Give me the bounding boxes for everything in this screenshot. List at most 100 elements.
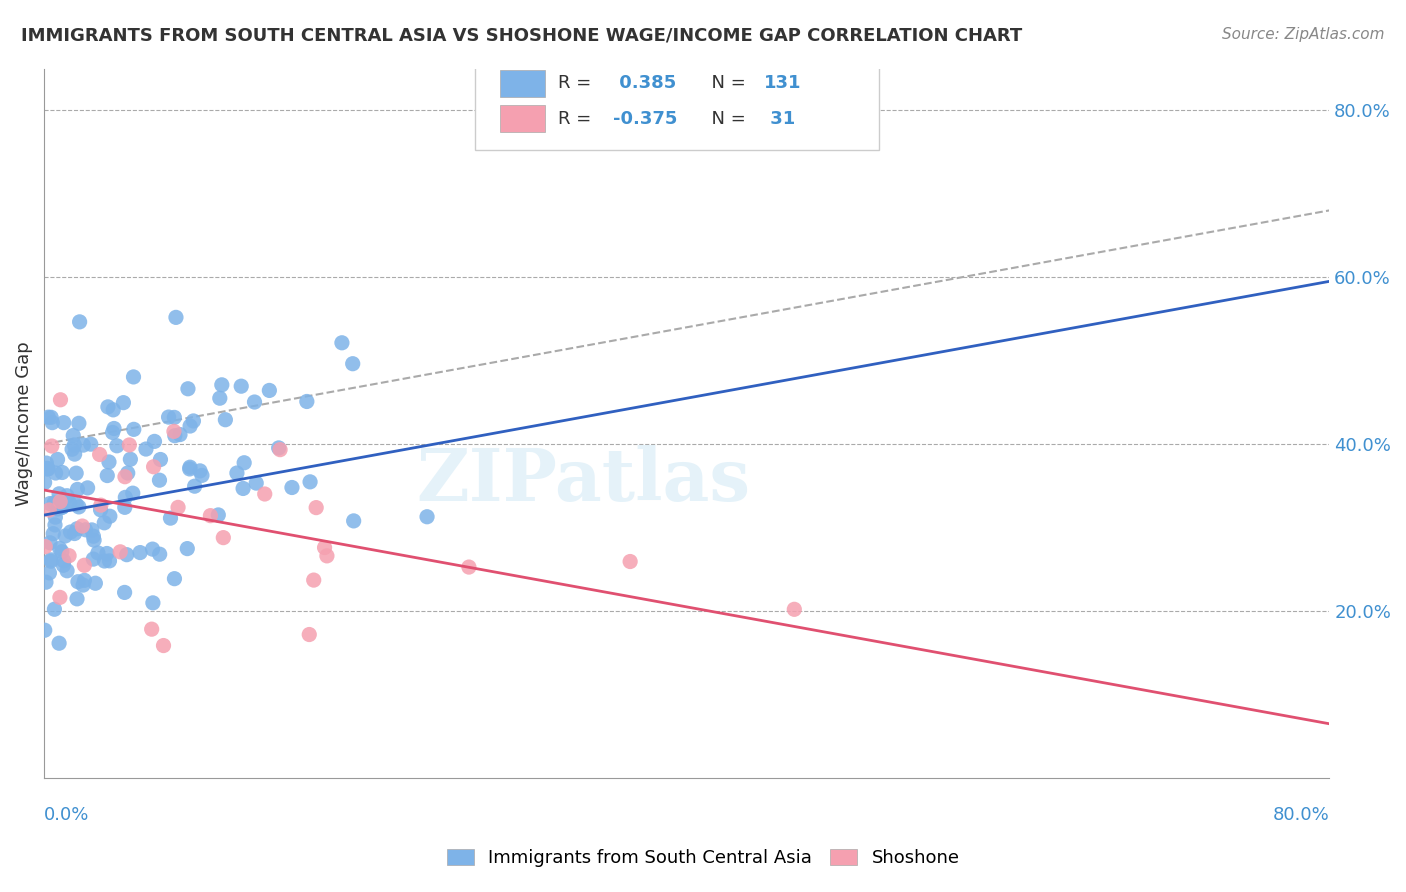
Text: 131: 131	[763, 74, 801, 93]
Point	[343, 514, 366, 528]
Point	[59, 524, 82, 539]
Point	[63, 447, 86, 461]
Point	[163, 425, 186, 439]
Text: IMMIGRANTS FROM SOUTH CENTRAL ASIA VS SHOSHONE WAGE/INCOME GAP CORRELATION CHART: IMMIGRANTS FROM SOUTH CENTRAL ASIA VS SH…	[21, 27, 1022, 45]
Point	[56, 489, 79, 503]
Point	[183, 414, 205, 428]
Point	[52, 554, 75, 568]
Point	[72, 438, 94, 452]
Text: -0.375: -0.375	[613, 110, 678, 128]
Point	[38, 503, 60, 517]
Point	[295, 394, 318, 409]
Point	[191, 468, 214, 483]
Point	[65, 466, 87, 480]
Point	[37, 462, 59, 476]
Point	[305, 500, 328, 515]
Point	[115, 548, 138, 562]
Text: ZIPatlas: ZIPatlas	[416, 444, 751, 516]
Point	[39, 554, 62, 568]
Point	[103, 402, 125, 417]
Point	[143, 434, 166, 449]
Point	[49, 392, 72, 407]
Point	[179, 460, 201, 475]
Legend: Immigrants from South Central Asia, Shoshone: Immigrants from South Central Asia, Shos…	[439, 841, 967, 874]
Point	[245, 476, 267, 491]
Point	[226, 466, 249, 480]
Point	[96, 547, 118, 561]
Point	[183, 479, 205, 493]
Point	[73, 574, 96, 588]
Point	[179, 462, 201, 476]
Point	[207, 508, 229, 522]
Point	[46, 502, 69, 516]
Text: 31: 31	[763, 110, 794, 128]
Point	[148, 473, 170, 487]
Point	[37, 462, 59, 476]
Point	[330, 335, 353, 350]
Point	[267, 441, 290, 455]
Point	[110, 545, 132, 559]
Point	[37, 410, 59, 425]
Point	[49, 496, 72, 510]
Point	[619, 555, 641, 569]
Point	[188, 464, 211, 478]
Point	[118, 438, 141, 452]
Point	[342, 357, 364, 371]
Point	[90, 498, 112, 512]
Point	[167, 500, 190, 515]
Point	[97, 400, 120, 414]
Point	[101, 425, 124, 440]
Point	[72, 519, 94, 533]
Point	[52, 416, 75, 430]
Point	[141, 622, 163, 636]
Point	[52, 558, 75, 573]
Point	[96, 468, 118, 483]
Point	[44, 510, 66, 524]
Point	[103, 421, 125, 435]
Point	[35, 575, 58, 590]
Point	[73, 558, 96, 573]
FancyBboxPatch shape	[501, 105, 546, 132]
Point	[51, 544, 73, 558]
Y-axis label: Wage/Income Gap: Wage/Income Gap	[15, 341, 32, 506]
Point	[39, 410, 62, 425]
Point	[163, 572, 186, 586]
Point	[243, 395, 266, 409]
Point	[51, 466, 73, 480]
Point	[159, 511, 181, 525]
Point	[66, 483, 89, 497]
Point	[416, 509, 439, 524]
Point	[149, 452, 172, 467]
Point	[56, 564, 79, 578]
Point	[259, 384, 281, 398]
Point	[39, 535, 62, 549]
Point	[121, 486, 143, 500]
Point	[75, 523, 97, 537]
Point	[49, 494, 72, 508]
Point	[34, 624, 56, 638]
Point	[176, 541, 198, 556]
Point	[84, 576, 107, 591]
Point	[62, 428, 84, 442]
Point	[89, 448, 111, 462]
Point	[163, 410, 186, 425]
Point	[302, 573, 325, 587]
Point	[200, 508, 222, 523]
Text: R =: R =	[558, 110, 598, 128]
Point	[60, 442, 83, 457]
Point	[114, 500, 136, 515]
Point	[98, 455, 121, 469]
Point	[48, 541, 70, 556]
Point	[46, 452, 69, 467]
Point	[72, 578, 94, 592]
Point	[44, 496, 66, 510]
Point	[142, 596, 165, 610]
Point	[76, 481, 98, 495]
Text: N =: N =	[700, 110, 751, 128]
Point	[458, 560, 481, 574]
Point	[783, 602, 806, 616]
Point	[45, 466, 67, 480]
Point	[98, 509, 121, 524]
Point	[98, 554, 121, 568]
Point	[253, 487, 276, 501]
